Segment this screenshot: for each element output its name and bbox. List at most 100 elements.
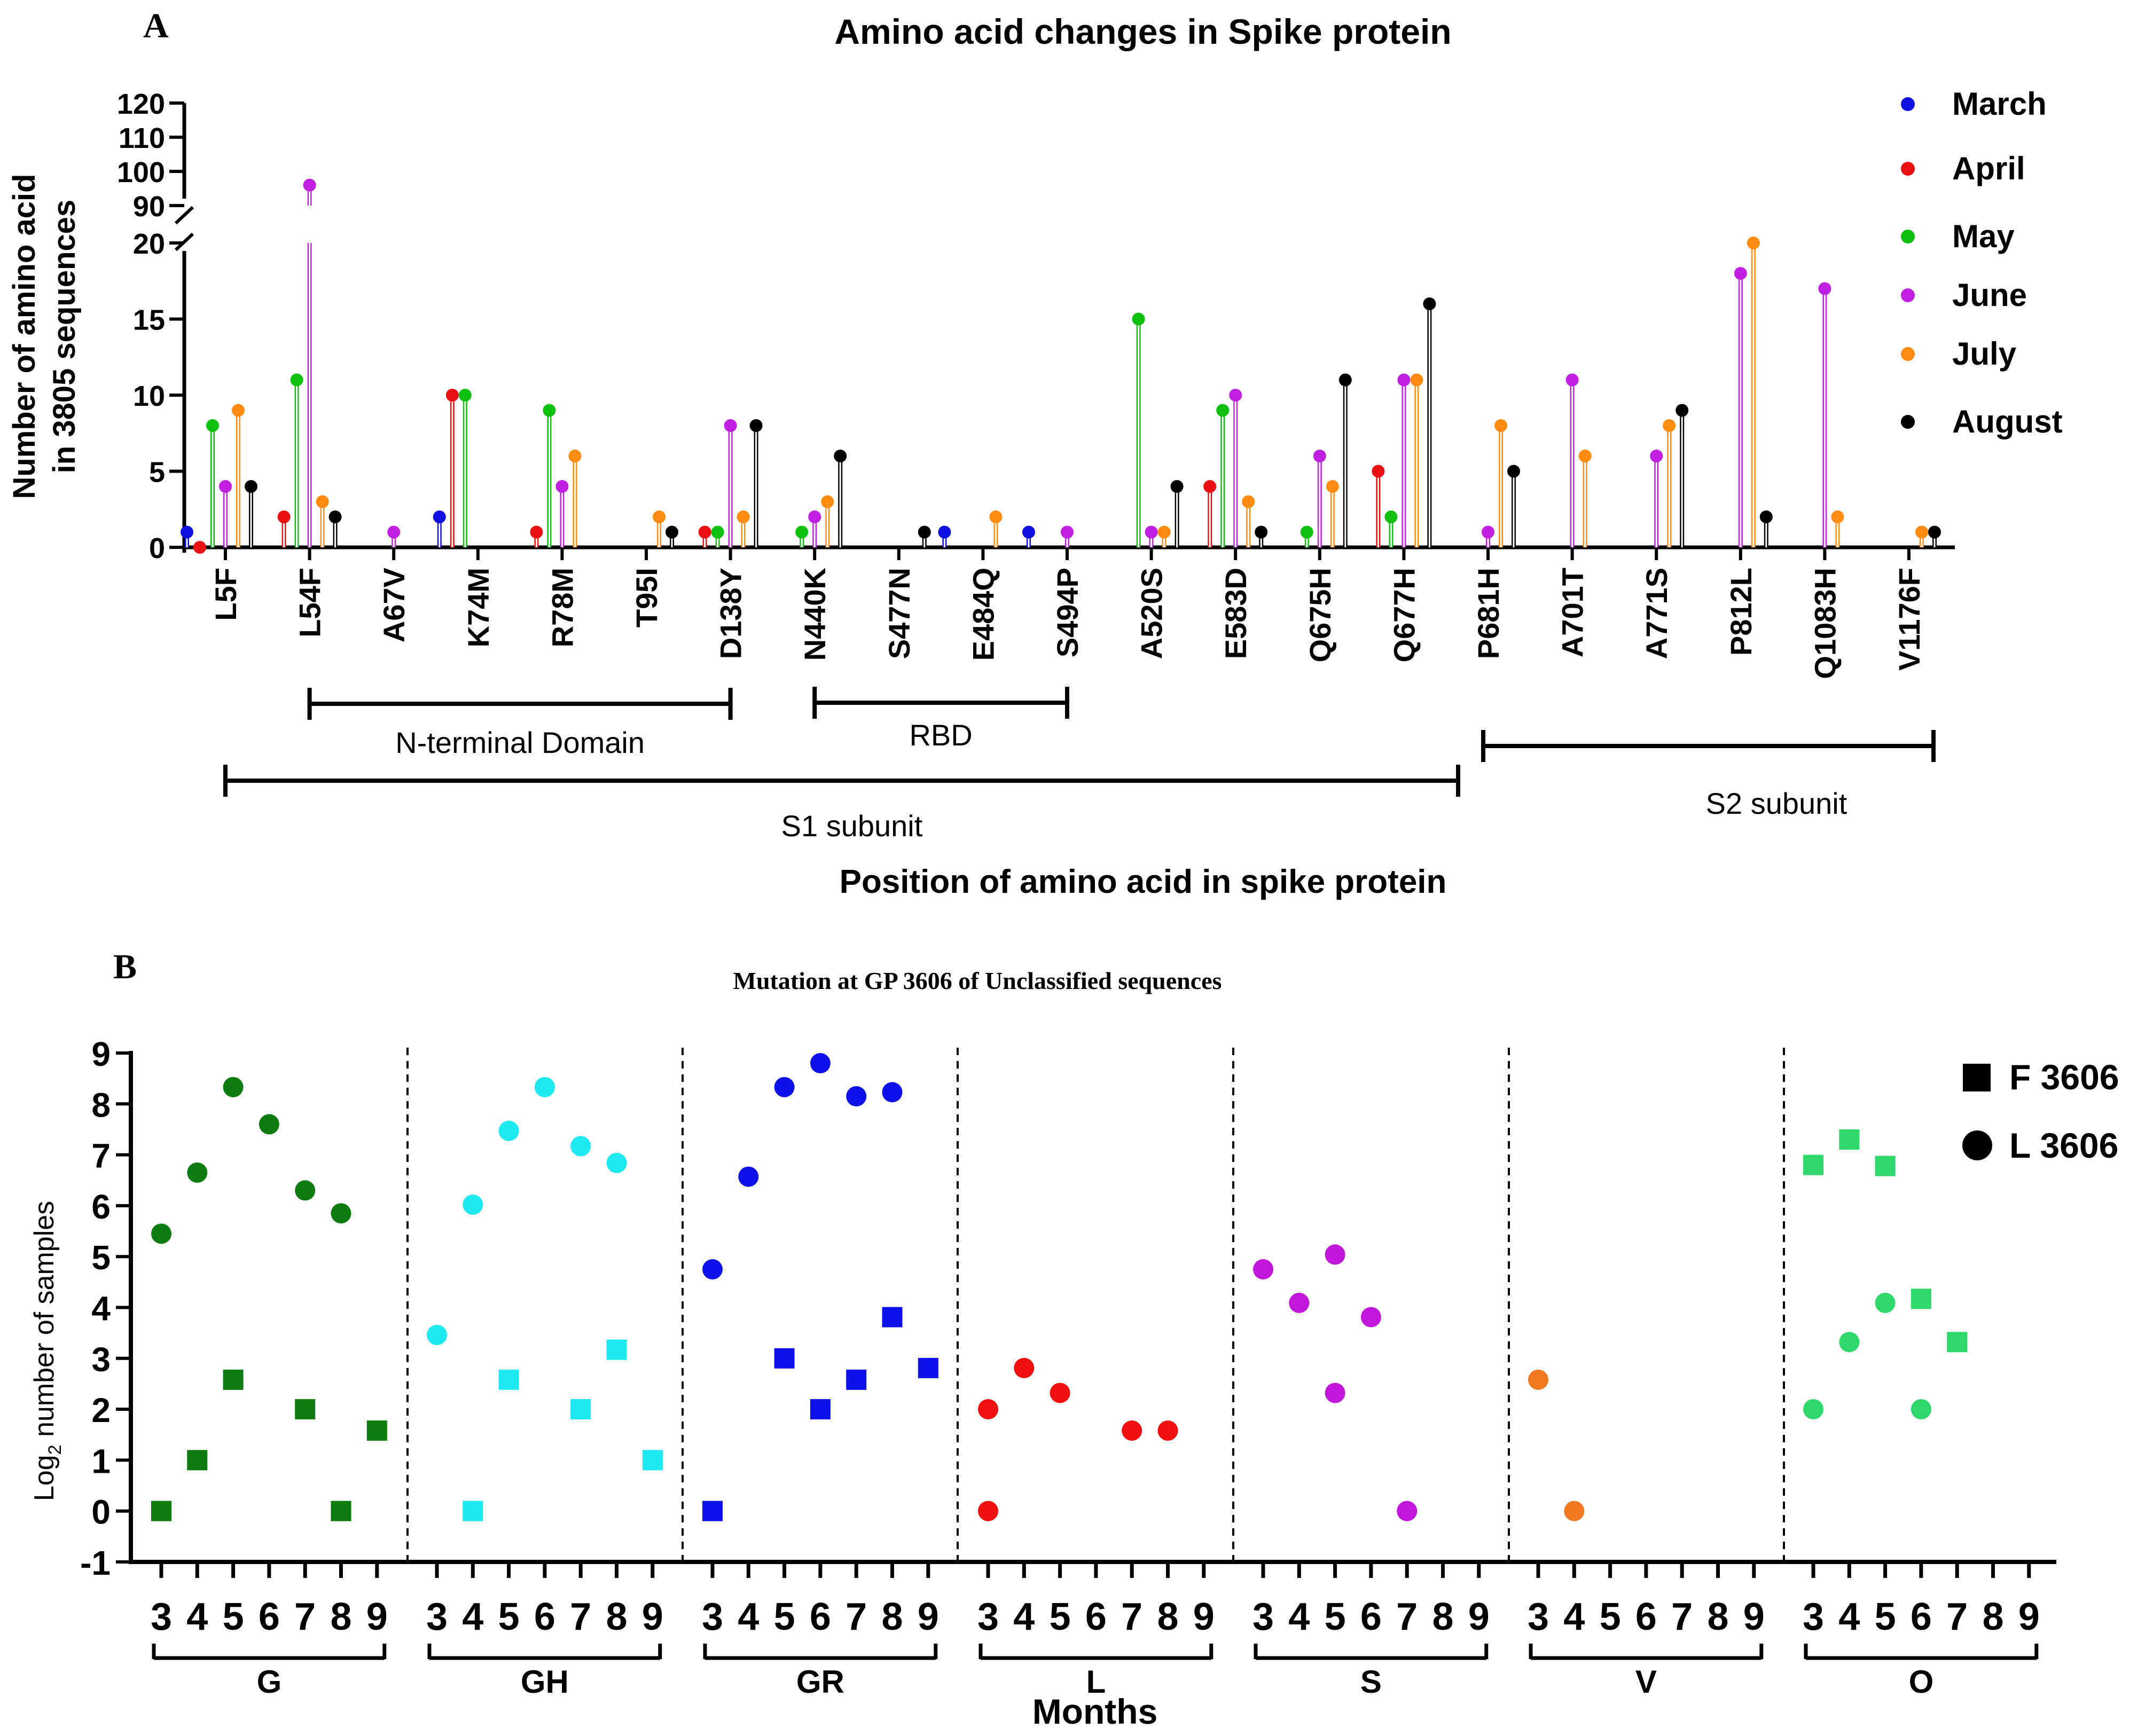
point-july — [1663, 419, 1676, 432]
month-tick-label: 6 — [1911, 1596, 1932, 1638]
point-april — [445, 389, 459, 402]
group-label-s: S — [1360, 1664, 1382, 1700]
panel-b-x-axis-label: Months — [1032, 1692, 1158, 1731]
point-l3606-o — [1875, 1292, 1896, 1313]
point-l3606-s — [1360, 1307, 1381, 1327]
month-tick-label: 8 — [1432, 1596, 1453, 1638]
month-tick-label: 8 — [330, 1596, 351, 1638]
month-tick-label: 5 — [498, 1596, 520, 1638]
legend-marker-july — [1901, 347, 1915, 361]
point-f3606-gr — [774, 1348, 795, 1369]
point-june — [808, 510, 821, 523]
group-label-g: G — [257, 1664, 282, 1700]
point-may — [1216, 404, 1230, 417]
point-april — [277, 510, 291, 523]
x-tick-label-r78m: R78M — [545, 568, 579, 647]
point-l3606-gr — [882, 1082, 903, 1103]
point-july — [1494, 419, 1507, 432]
legend-label-march: March — [1952, 86, 2047, 122]
x-tick-label-a771s: A771S — [1640, 568, 1673, 659]
x-tick-label-e484q: E484Q — [966, 568, 1000, 661]
x-tick-label-l54f: L54F — [293, 568, 327, 638]
point-l3606-gr — [702, 1259, 723, 1280]
point-july — [737, 510, 750, 523]
point-f3606-g — [366, 1420, 387, 1441]
point-may — [795, 525, 809, 539]
point-f3606-gh — [642, 1450, 663, 1471]
month-tick-label: 3 — [1803, 1596, 1824, 1638]
month-tick-label: 8 — [606, 1596, 627, 1638]
point-may — [458, 389, 472, 402]
x-tick-label-q1083h: Q1083H — [1808, 568, 1842, 679]
month-tick-label: 7 — [294, 1596, 316, 1638]
x-tick-label-v1176f: V1176F — [1892, 568, 1926, 671]
point-june — [1650, 450, 1663, 462]
x-tick-label-d138y: D138Y — [714, 568, 748, 659]
point-l3606-g — [331, 1203, 351, 1224]
point-f3606-gh — [570, 1399, 591, 1420]
point-l3606-l — [1157, 1420, 1178, 1441]
point-july — [1915, 525, 1928, 539]
point-june — [1565, 373, 1579, 387]
x-tick-label-a520s: A520S — [1135, 568, 1169, 659]
point-l3606-l — [1122, 1420, 1142, 1441]
point-l3606-gh — [427, 1324, 447, 1345]
point-june — [1229, 389, 1242, 402]
point-july — [989, 510, 1003, 523]
group-label-o: O — [1909, 1664, 1934, 1700]
y-tick-label: 5 — [91, 1238, 111, 1277]
panel-a-label: A — [143, 6, 169, 45]
point-june — [555, 480, 569, 493]
point-may — [543, 404, 556, 417]
y-tick-label: 10 — [133, 380, 165, 412]
point-l3606-gh — [606, 1152, 627, 1173]
legend-marker-march — [1901, 97, 1915, 111]
point-august — [1338, 373, 1352, 387]
point-l3606-s — [1325, 1244, 1345, 1265]
point-july — [316, 495, 329, 508]
panel-b-y-axis-label: Log2 number of samples — [29, 1201, 65, 1501]
month-tick-label: 6 — [534, 1596, 555, 1638]
point-august — [918, 525, 931, 539]
month-tick-label: 9 — [1193, 1596, 1215, 1638]
month-tick-label: 6 — [259, 1596, 280, 1638]
panel-a: A Amino acid changes in Spike protein Nu… — [7, 6, 2063, 900]
point-march — [938, 525, 951, 539]
y-tick-label: 5 — [149, 457, 165, 489]
point-f3606-o — [1947, 1332, 1968, 1353]
point-june — [1061, 525, 1074, 539]
x-tick-label-s494p: S494P — [1051, 568, 1084, 657]
month-tick-label: 4 — [186, 1596, 208, 1638]
month-tick-label: 4 — [738, 1596, 759, 1638]
point-august — [1255, 525, 1268, 539]
bracket-label: RBD — [909, 718, 972, 752]
bracket-label: S2 subunit — [1706, 787, 1847, 820]
axis-break-mark-top — [174, 206, 194, 225]
point-f3606-o — [1839, 1129, 1860, 1150]
month-tick-label: 7 — [1946, 1596, 1968, 1638]
point-august — [245, 480, 257, 493]
panel-b-points — [151, 1053, 1968, 1521]
x-tick-label-p812l: P812L — [1724, 568, 1758, 656]
point-l3606-gh — [534, 1077, 555, 1097]
point-f3606-g — [151, 1501, 171, 1521]
point-may — [206, 419, 219, 432]
point-may — [711, 525, 724, 539]
month-tick-label: 9 — [1743, 1596, 1765, 1638]
point-august — [328, 510, 342, 523]
month-tick-label: 7 — [1121, 1596, 1142, 1638]
x-tick-label-q675h: Q675H — [1303, 568, 1337, 662]
month-tick-label: 8 — [1157, 1596, 1178, 1638]
month-tick-label: 9 — [918, 1596, 939, 1638]
panel-b-title: Mutation at GP 3606 of Unclassified sequ… — [733, 967, 1222, 994]
y-tick-label: 7 — [91, 1137, 111, 1175]
month-tick-label: 3 — [702, 1596, 723, 1638]
x-tick-label-q677h: Q677H — [1387, 568, 1421, 662]
point-l3606-gh — [570, 1136, 591, 1157]
point-f3606-o — [1911, 1289, 1931, 1309]
y-tick-label: 1 — [91, 1442, 111, 1480]
point-l3606-v — [1564, 1501, 1585, 1521]
month-tick-label: 4 — [1013, 1596, 1035, 1638]
